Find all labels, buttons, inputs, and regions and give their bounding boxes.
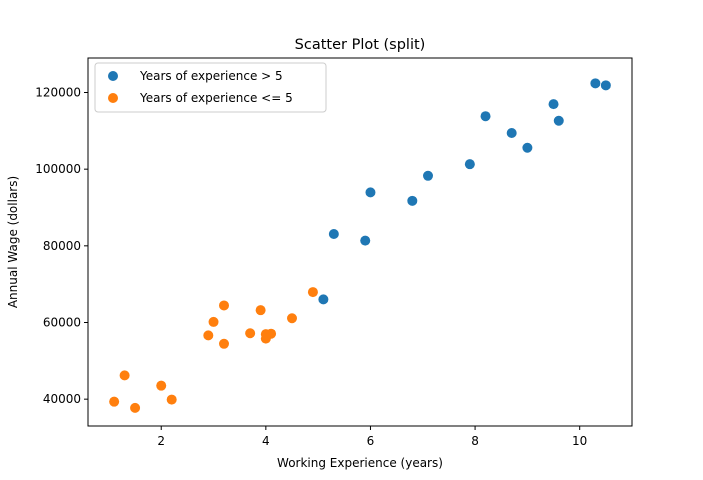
y-tick-label: 80000 xyxy=(43,239,81,253)
y-axis-label: Annual Wage (dollars) xyxy=(6,176,20,308)
data-point-series-2 xyxy=(219,300,229,311)
data-point-series-2 xyxy=(219,338,229,349)
data-point-series-1 xyxy=(506,128,517,139)
data-point-series-2 xyxy=(266,328,277,339)
legend-marker-series-2 xyxy=(108,93,118,103)
data-point-series-2 xyxy=(307,287,318,298)
data-point-series-1 xyxy=(600,80,611,91)
data-point-series-1 xyxy=(365,187,376,198)
plot-frame xyxy=(87,57,633,427)
x-axis: 2 4 6 8 10 xyxy=(157,426,587,448)
data-point-series-2 xyxy=(245,328,256,339)
data-point-series-2 xyxy=(109,396,120,407)
data-point-series-1 xyxy=(553,115,564,126)
data-point-series-2 xyxy=(130,402,141,413)
data-point-series-1 xyxy=(522,142,533,153)
data-point-series-1 xyxy=(464,159,475,170)
data-point-series-1 xyxy=(318,294,329,305)
data-point-series-2 xyxy=(119,370,130,381)
legend-box xyxy=(94,62,327,113)
y-tick-label: 120000 xyxy=(35,86,81,100)
legend-marker-series-1 xyxy=(108,71,118,81)
data-point-series-2 xyxy=(203,330,214,341)
legend: Years of experience > 5 Years of experie… xyxy=(94,62,327,113)
y-tick-label: 100000 xyxy=(35,162,81,176)
legend-label-series-1: Years of experience > 5 xyxy=(139,69,283,83)
x-axis-label: Working Experience (years) xyxy=(277,456,443,470)
x-tick-label: 2 xyxy=(157,434,165,448)
data-point-series-1 xyxy=(360,235,371,246)
data-point-series-1 xyxy=(548,99,559,110)
data-point-series-1 xyxy=(407,195,418,206)
x-tick-label: 6 xyxy=(367,434,375,448)
data-point-series-1 xyxy=(480,111,491,122)
x-tick-label: 10 xyxy=(572,434,587,448)
data-point-series-1 xyxy=(590,78,601,89)
data-point-series-2 xyxy=(208,316,219,327)
data-point-series-2 xyxy=(287,313,297,324)
data-point-series-2 xyxy=(156,380,167,391)
data-point-series-2 xyxy=(255,305,266,316)
y-axis: 40000 60000 80000 100000 120000 xyxy=(35,86,88,406)
data-point-series-1 xyxy=(423,170,433,181)
x-tick-label: 8 xyxy=(471,434,479,448)
y-tick-label: 40000 xyxy=(43,392,81,406)
legend-label-series-2: Years of experience <= 5 xyxy=(139,91,293,105)
chart-title: Scatter Plot (split) xyxy=(295,37,426,53)
y-tick-label: 60000 xyxy=(43,316,81,330)
data-point-series-1 xyxy=(328,228,339,239)
data-points xyxy=(109,78,611,413)
plot-area xyxy=(87,57,633,427)
x-tick-label: 4 xyxy=(262,434,270,448)
data-point-series-2 xyxy=(166,394,177,405)
